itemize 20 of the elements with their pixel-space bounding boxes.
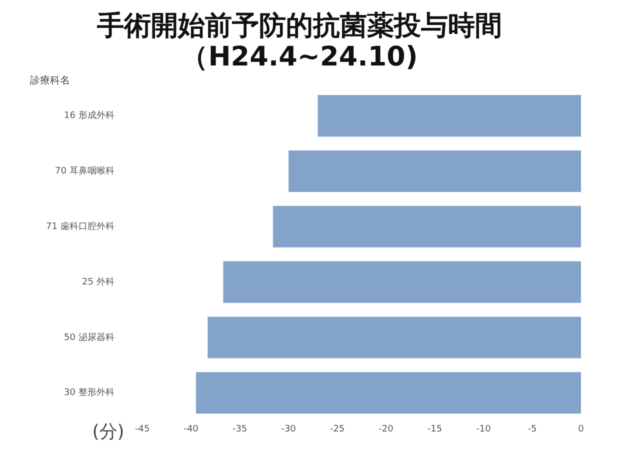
x-tick-label: -15	[427, 424, 442, 434]
x-tick-label: -20	[378, 424, 394, 434]
x-tick-label: -25	[330, 424, 345, 434]
chart-title: 手術開始前予防的抗菌薬投与時間	[96, 10, 502, 42]
x-tick-label: -5	[528, 424, 537, 434]
chart-subtitle: （H24.4~24.10)	[181, 42, 418, 73]
y-axis-title: 診療科名	[30, 74, 70, 87]
y-tick-label: 70 耳鼻咽喉科	[54, 166, 114, 177]
y-tick-label: 30 整形外科	[64, 387, 114, 398]
y-tick-label: 16 形成外科	[64, 110, 114, 122]
x-tick-label: -35	[232, 424, 248, 434]
x-tick-label: -30	[281, 424, 296, 434]
y-tick-label: 50 泌尿器科	[64, 332, 114, 343]
x-tick-label: -40	[184, 424, 199, 434]
x-tick-label: -10	[476, 424, 492, 434]
x-tick-label: 0	[578, 424, 584, 434]
x-tick-label: -45	[134, 424, 150, 434]
y-tick-label: 71 歯科口腔外科	[46, 220, 114, 232]
y-tick-label: 25 外科	[82, 276, 114, 288]
x-axis-title: (分)	[92, 421, 124, 442]
